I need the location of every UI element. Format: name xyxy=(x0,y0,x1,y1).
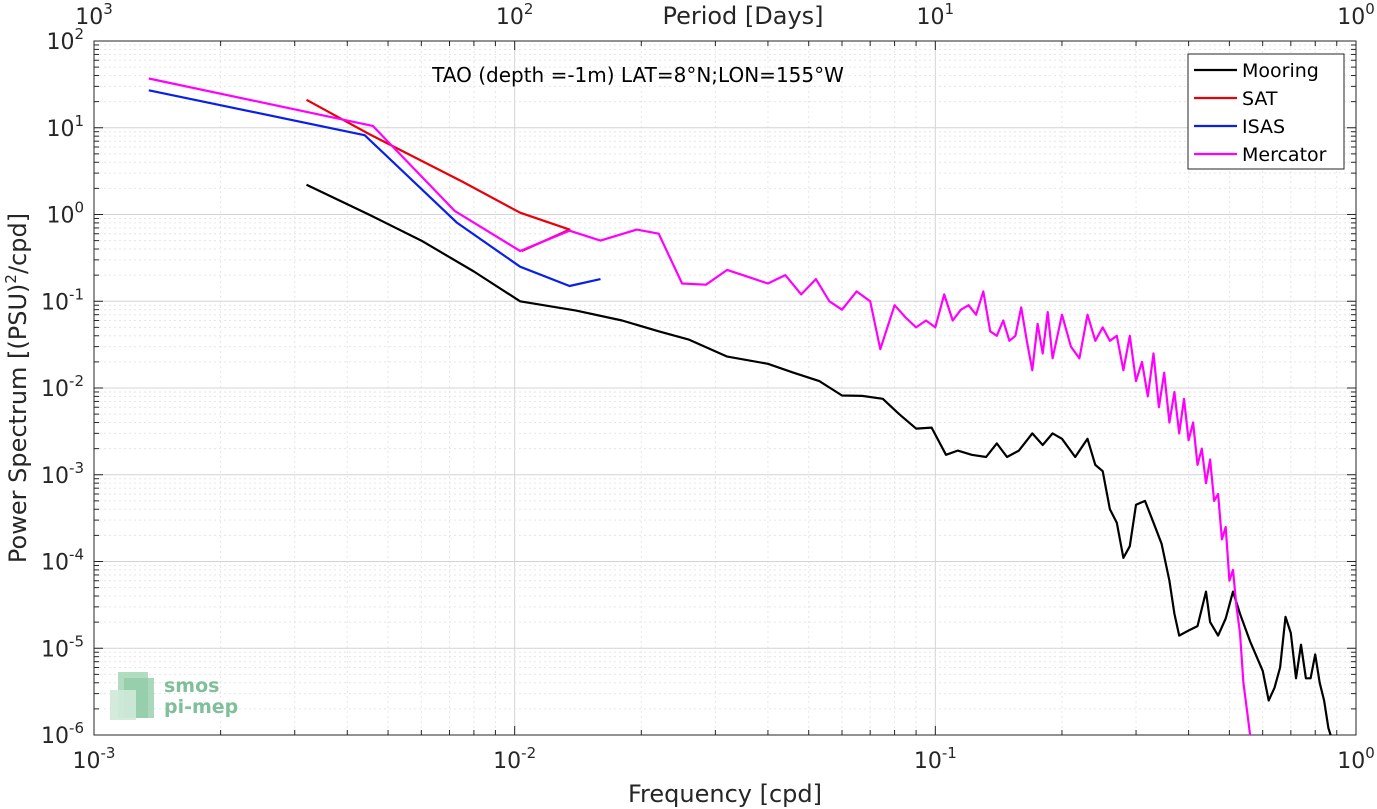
x-tick-label: 10-2 xyxy=(493,744,536,774)
logo-text-line1: smos xyxy=(164,675,219,697)
logo-text-line2: pi-mep xyxy=(164,696,238,718)
tick-marks xyxy=(93,40,1357,736)
y-tick-label: 10-4 xyxy=(41,546,84,576)
top-tick-labels: 103 102 101 100 xyxy=(75,0,1375,30)
top-tick-label: 100 xyxy=(1337,0,1375,30)
y-tick-label: 102 xyxy=(46,25,84,55)
chart-title: TAO (depth =-1m) LAT=8°N;LON=155°W xyxy=(431,63,844,87)
top-tick-label: 102 xyxy=(496,0,534,30)
x-tick-labels: 10-3 10-2 10-1 100 xyxy=(73,744,1375,774)
y-tick-label: 10-6 xyxy=(41,719,84,749)
legend-label-mercator: Mercator xyxy=(1242,144,1327,166)
x-tick-label: 10-1 xyxy=(914,744,957,774)
top-tick-label: 103 xyxy=(75,0,113,30)
y-tick-label: 100 xyxy=(46,199,84,229)
y-axis-label: Power Spectrum [(PSU)2/cpd] xyxy=(2,213,32,563)
y-tick-label: 10-5 xyxy=(41,632,84,662)
y-tick-label: 10-2 xyxy=(41,372,84,402)
series-line-mercator xyxy=(148,77,1252,736)
series-lines xyxy=(148,77,1332,736)
series-line-mooring xyxy=(306,183,1332,736)
top-tick-label: 101 xyxy=(917,0,955,30)
x-tick-label: 100 xyxy=(1337,744,1375,774)
legend-box xyxy=(1187,53,1345,170)
y-tick-labels: 102 101 100 10-1 10-2 10-3 10-4 10-5 10-6 xyxy=(41,25,84,749)
legend-label-mooring: Mooring xyxy=(1242,60,1319,82)
y-tick-label: 101 xyxy=(46,112,84,142)
top-axis-label: Period [Days] xyxy=(662,2,823,30)
series-line-isas xyxy=(148,89,601,288)
x-axis-label: Frequency [cpd] xyxy=(628,780,822,808)
grid-lines xyxy=(94,41,1356,735)
legend: Mooring SAT ISAS Mercator xyxy=(1187,53,1345,170)
x-tick-label: 10-3 xyxy=(73,744,116,774)
legend-label-isas: ISAS xyxy=(1242,116,1285,138)
y-tick-label: 10-3 xyxy=(41,459,84,489)
smos-pi-mep-logo: smos pi-mep xyxy=(110,672,238,720)
y-tick-label: 10-1 xyxy=(41,285,84,315)
legend-label-sat: SAT xyxy=(1242,88,1278,110)
